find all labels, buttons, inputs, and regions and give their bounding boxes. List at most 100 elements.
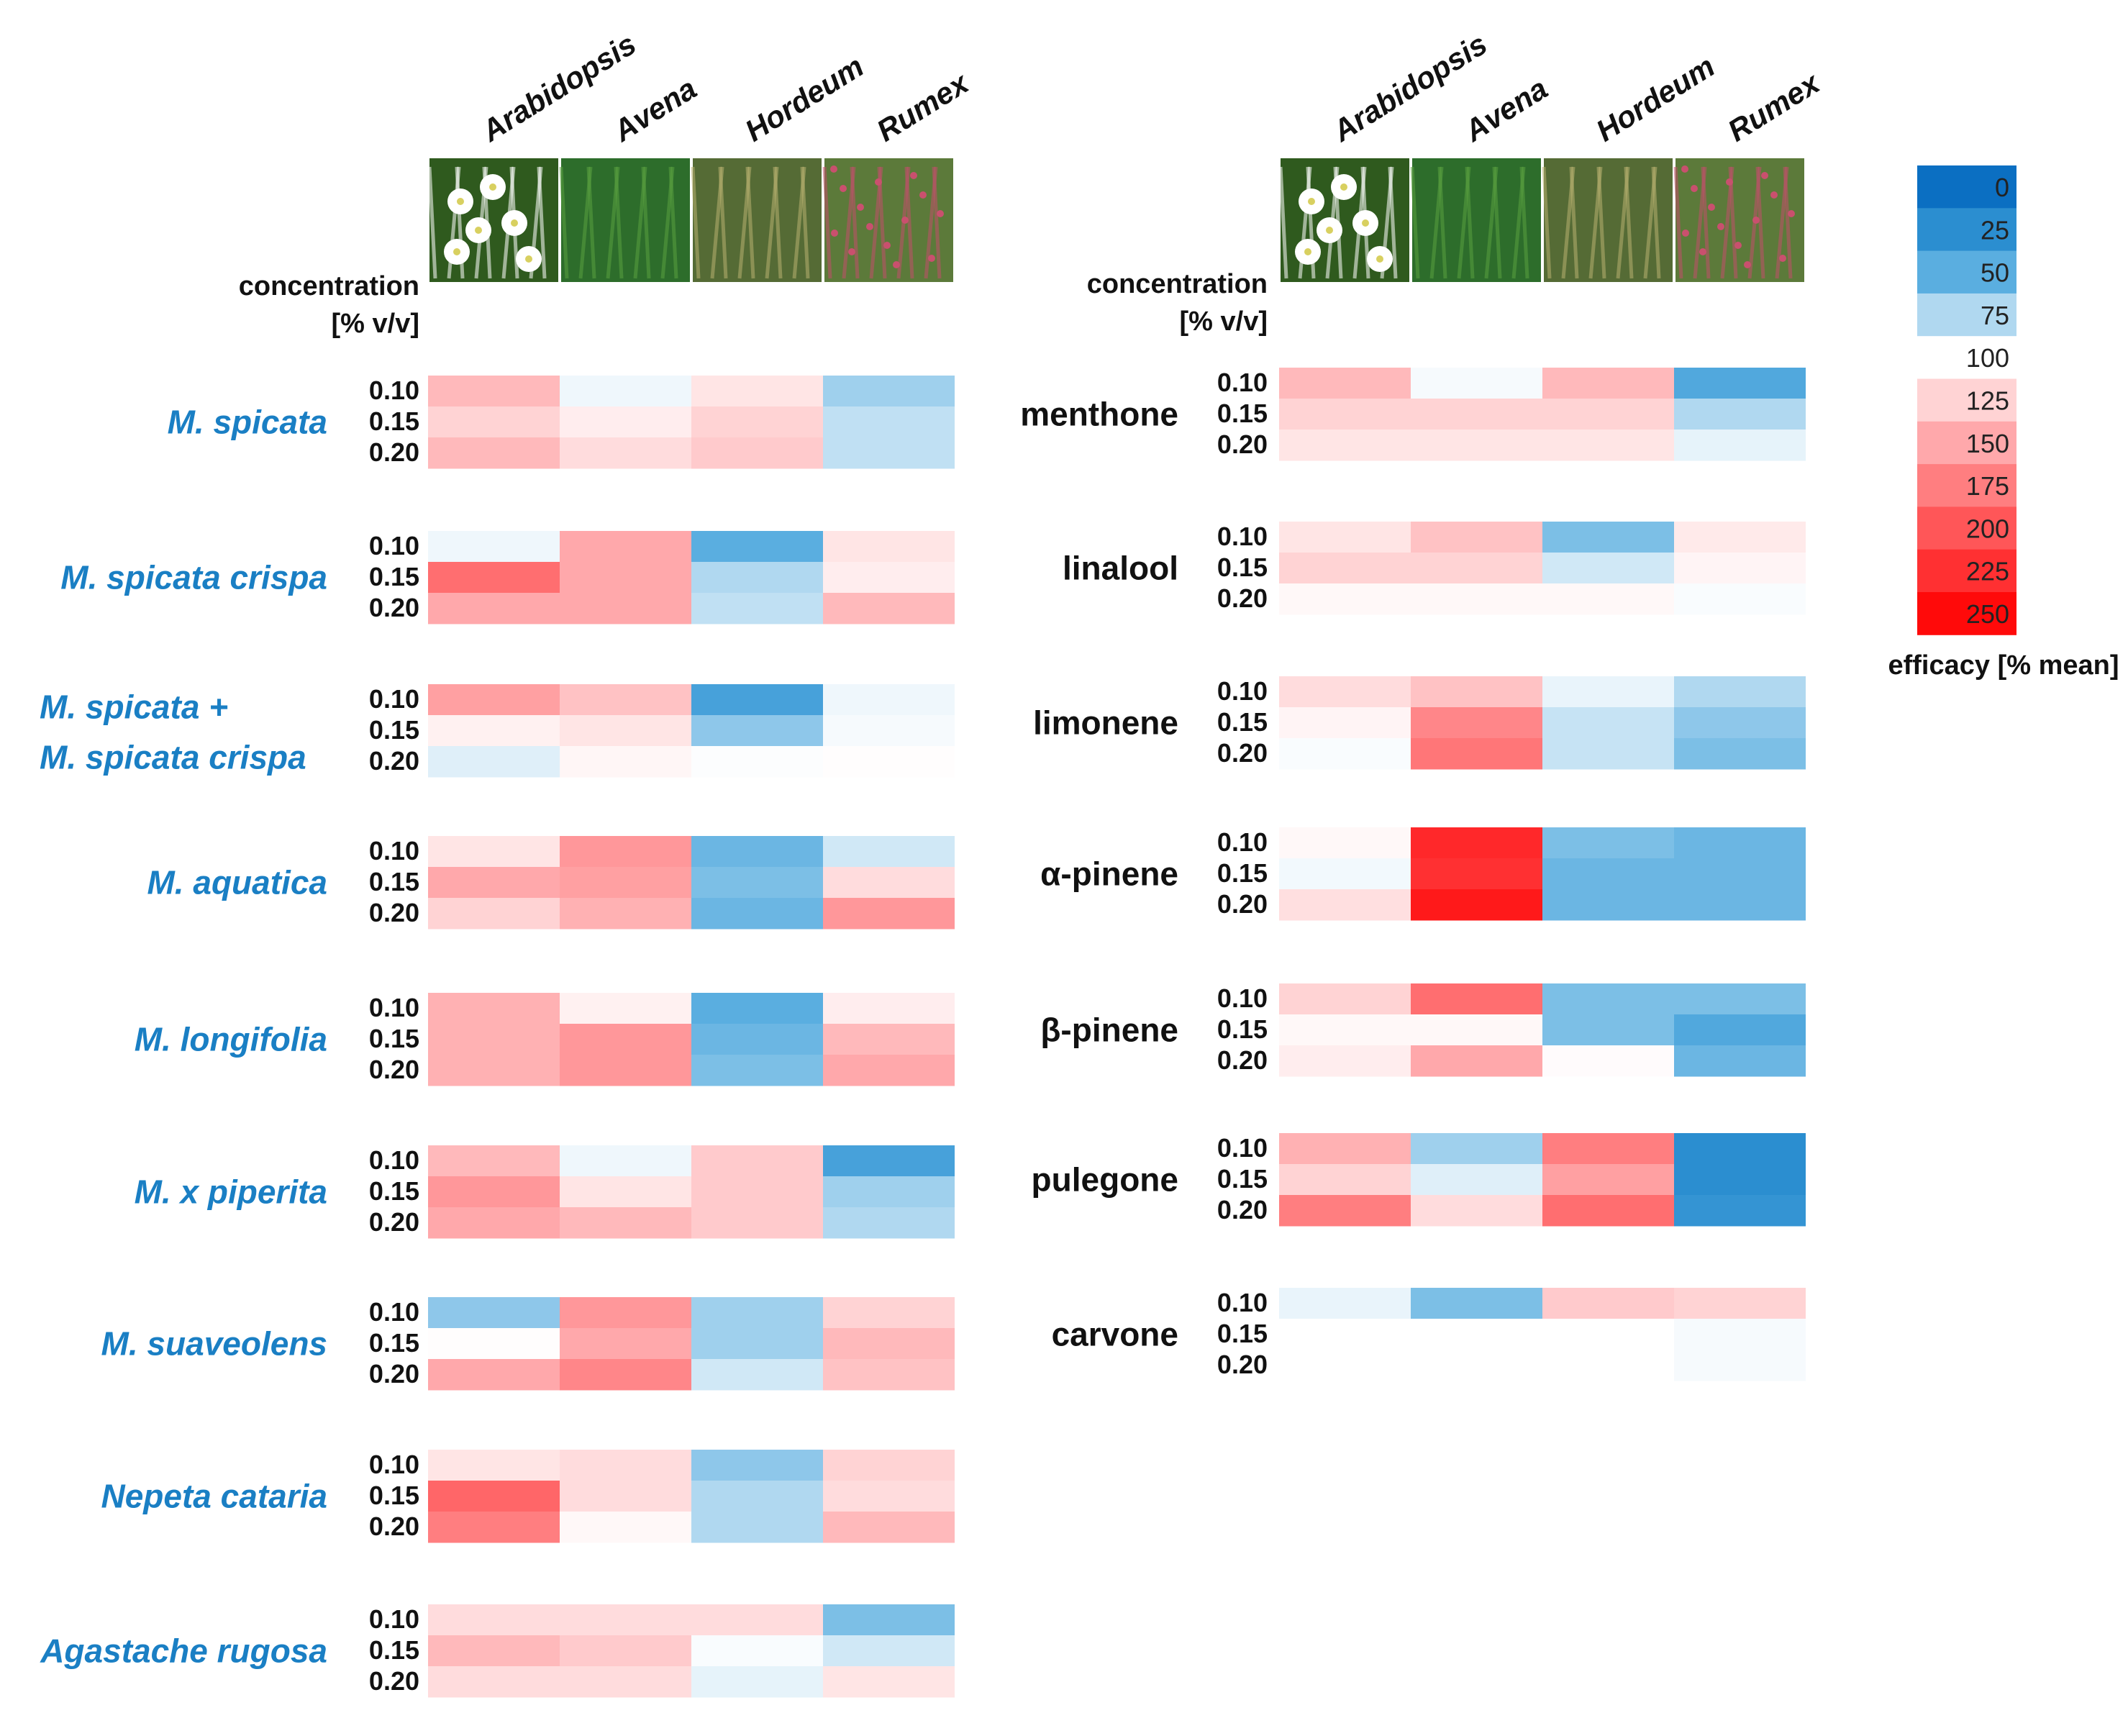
heatmap-cell (691, 562, 823, 594)
heatmap-cell (1542, 1014, 1674, 1046)
concentration-label: concentration (239, 271, 419, 301)
heatmap-cell (1411, 1195, 1542, 1227)
group: 0.100.150.20 menthone (1020, 368, 1806, 461)
heatmap-cell (823, 1055, 955, 1086)
heatmap-cell (428, 898, 560, 930)
heatmap-cell (560, 867, 691, 899)
heatmap-cell (691, 1207, 823, 1239)
heatmap-cell (428, 1604, 560, 1636)
heatmap-cell (691, 1512, 823, 1543)
heatmap-cell (691, 406, 823, 438)
heatmap-cell (1279, 1319, 1411, 1350)
heatmap-cell (1411, 553, 1542, 584)
legend-swatch (1917, 549, 2016, 593)
heatmap-cell (1411, 889, 1542, 921)
heatmap-cell (1411, 738, 1542, 770)
heatmap-cell (1411, 522, 1542, 553)
concentration-tick: 0.10 (369, 1450, 419, 1479)
group-label: M. spicata crispa (40, 739, 306, 776)
legend-swatch (1917, 165, 2016, 209)
legend-value: 125 (1966, 386, 2009, 416)
concentration-unit-label: [% v/v] (1180, 306, 1268, 337)
heatmap-cell (428, 867, 560, 899)
heatmap-cell (1279, 858, 1411, 890)
heatmap-cell (560, 1512, 691, 1543)
heatmap-cell (1674, 1014, 1806, 1046)
heatmap-cell (560, 1450, 691, 1481)
heatmap-cell (560, 746, 691, 778)
heatmap-cell (691, 1635, 823, 1667)
concentration-tick: 0.20 (1217, 583, 1268, 613)
concentration-tick: 0.15 (369, 406, 419, 436)
group: 0.100.150.20 linalool (1063, 522, 1806, 615)
heatmap-cell (823, 715, 955, 747)
heatmap-cell (1674, 1288, 1806, 1319)
group: 0.100.150.20 β-pinene (1040, 983, 1806, 1077)
heatmap-cell (823, 1604, 955, 1636)
group: 0.100.150.20 M. spicata (168, 376, 955, 469)
heatmap-cell (560, 1297, 691, 1329)
heatmap-cell (1674, 889, 1806, 921)
heatmap-cell (823, 1481, 955, 1512)
concentration-tick: 0.15 (369, 1176, 419, 1206)
group: 0.100.150.20 M. aquatica (147, 836, 955, 930)
heatmap-cell (1279, 1164, 1411, 1196)
group: 0.100.150.20 M. spicata + M. spicata crisp… (40, 684, 955, 778)
heatmap-cell (823, 1145, 955, 1177)
heatmap-cell (1411, 983, 1542, 1015)
group-label: M. spicata (168, 404, 327, 441)
legend-swatch (1917, 208, 2016, 252)
group-label: M. aquatica (147, 864, 327, 901)
heatmap-cell (691, 1176, 823, 1208)
heatmap-cell (823, 437, 955, 469)
group-label: β-pinene (1040, 1012, 1178, 1049)
heatmap-cell (691, 867, 823, 899)
heatmap-cell (823, 836, 955, 868)
heatmap-cell (823, 1450, 955, 1481)
concentration-tick: 0.20 (1217, 1045, 1268, 1075)
heatmap-cell (1279, 430, 1411, 461)
heatmap-cell (1542, 430, 1674, 461)
heatmap-cell (1542, 676, 1674, 708)
heatmap-cell (823, 376, 955, 407)
heatmap-cell (1279, 583, 1411, 615)
heatmap-cell (560, 1176, 691, 1208)
heatmap-cell (428, 1328, 560, 1360)
concentration-tick: 0.15 (369, 1024, 419, 1053)
heatmap-cell (560, 1359, 691, 1391)
group-label: Agastache rugosa (40, 1632, 327, 1670)
group-label: menthone (1020, 396, 1178, 433)
concentration-tick: 0.15 (369, 867, 419, 896)
legend-value: 175 (1966, 471, 2009, 501)
concentration-tick: 0.20 (1217, 1350, 1268, 1379)
heatmap-cell (1279, 707, 1411, 739)
heatmap-cell (560, 836, 691, 868)
concentration-tick: 0.20 (369, 898, 419, 927)
heatmap-cell (1542, 1045, 1674, 1077)
heatmap-cell (823, 746, 955, 778)
heatmap-cell (1279, 1014, 1411, 1046)
group: 0.100.150.20 carvone (1052, 1288, 1806, 1381)
heatmap-cell (1674, 983, 1806, 1015)
heatmap-cell (1674, 368, 1806, 399)
heatmap-cell (823, 1176, 955, 1208)
heatmap-cell (1542, 707, 1674, 739)
heatmap-cell (823, 867, 955, 899)
heatmap-cell (1411, 1350, 1542, 1381)
heatmap-cell (428, 406, 560, 438)
heatmap-cell (1411, 1045, 1542, 1077)
heatmap-cell (560, 684, 691, 716)
heatmap-cell (428, 1207, 560, 1239)
heatmap-cell (1279, 676, 1411, 708)
heatmap-cell (428, 993, 560, 1024)
heatmap-cell (560, 437, 691, 469)
heatmap-cell (691, 1297, 823, 1329)
concentration-tick: 0.10 (369, 993, 419, 1022)
concentration-tick: 0.20 (369, 1359, 419, 1389)
heatmap-cell (428, 1359, 560, 1391)
plant-image-arabidopsis (427, 158, 558, 282)
group-label: Nepeta cataria (101, 1478, 328, 1515)
heatmap-cell (1674, 1319, 1806, 1350)
heatmap-cell (1279, 522, 1411, 553)
